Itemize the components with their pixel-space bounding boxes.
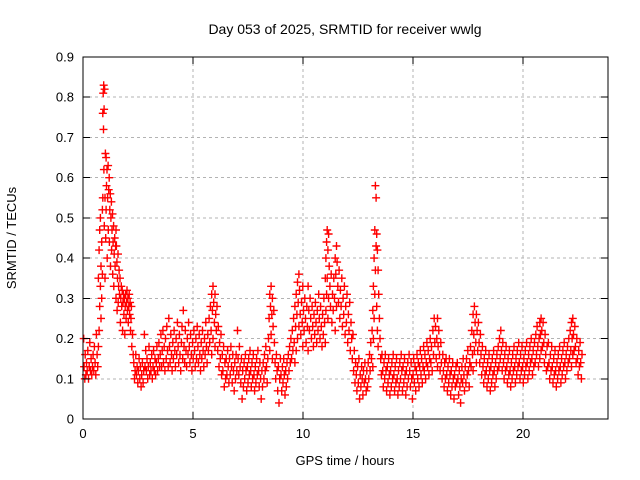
y-axis-label: SRMTID / TECUs xyxy=(4,186,19,289)
plot-frame xyxy=(82,56,609,420)
x-tick-label: 0 xyxy=(79,426,86,441)
y-tick-label: 0.2 xyxy=(56,331,74,346)
y-tick-label: 0.7 xyxy=(56,130,74,145)
y-tick-label: 0.6 xyxy=(56,170,74,185)
x-tick-label: 15 xyxy=(406,426,420,441)
y-tick-label: 0.8 xyxy=(56,90,74,105)
y-tick-label: 0.3 xyxy=(56,291,74,306)
x-tick-label: 5 xyxy=(189,426,196,441)
chart-title: Day 053 of 2025, SRMTID for receiver wwl… xyxy=(208,21,481,37)
data-points xyxy=(79,81,586,407)
y-tick-label: 0.1 xyxy=(56,371,74,386)
scatter-plus-markers xyxy=(79,81,586,407)
y-tick-label: 0.9 xyxy=(56,50,74,65)
tick-labels: 0 5 10 15 20 0 0.1 0.2 0.3 0.4 0.5 0.6 0.7 0.8 0.9 xyxy=(56,50,530,442)
y-tick-label: 0.5 xyxy=(56,210,74,225)
axis-ticks xyxy=(82,56,608,420)
x-tick-label: 10 xyxy=(296,426,310,441)
y-tick-label: 0 xyxy=(67,412,74,427)
x-axis-label: GPS time / hours xyxy=(296,453,395,468)
y-tick-label: 0.4 xyxy=(56,251,74,266)
x-tick-label: 20 xyxy=(516,426,530,441)
